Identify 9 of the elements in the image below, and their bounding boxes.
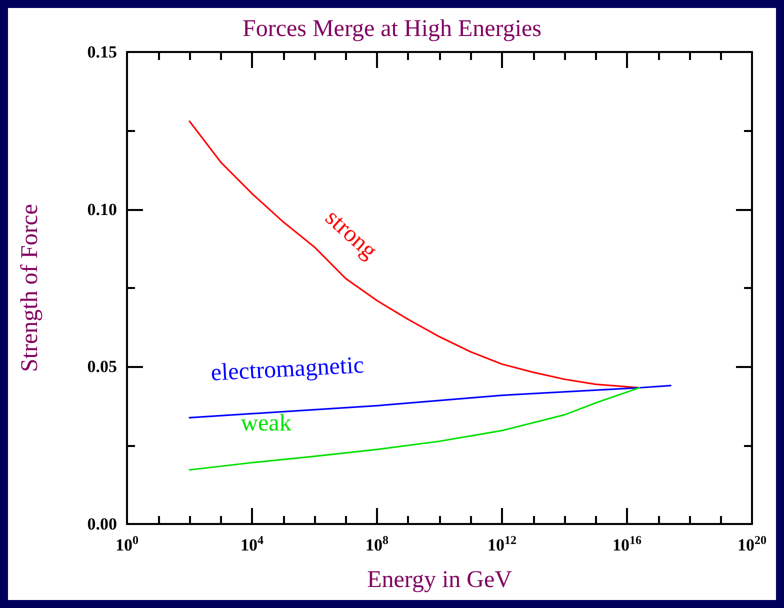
series-label: electromagnetic [210, 352, 365, 386]
y-tick-label: 0.05 [87, 357, 117, 376]
y-axis-title: Strength of Force [17, 204, 43, 372]
y-tick-label: 0.10 [87, 200, 117, 219]
chart-title: Forces Merge at High Energies [242, 16, 542, 42]
y-tick-label: 0.15 [87, 42, 117, 62]
series-label: weak [240, 410, 292, 437]
y-tick-label: 0.00 [87, 514, 117, 534]
x-axis-title: Energy in GeV [367, 567, 513, 593]
